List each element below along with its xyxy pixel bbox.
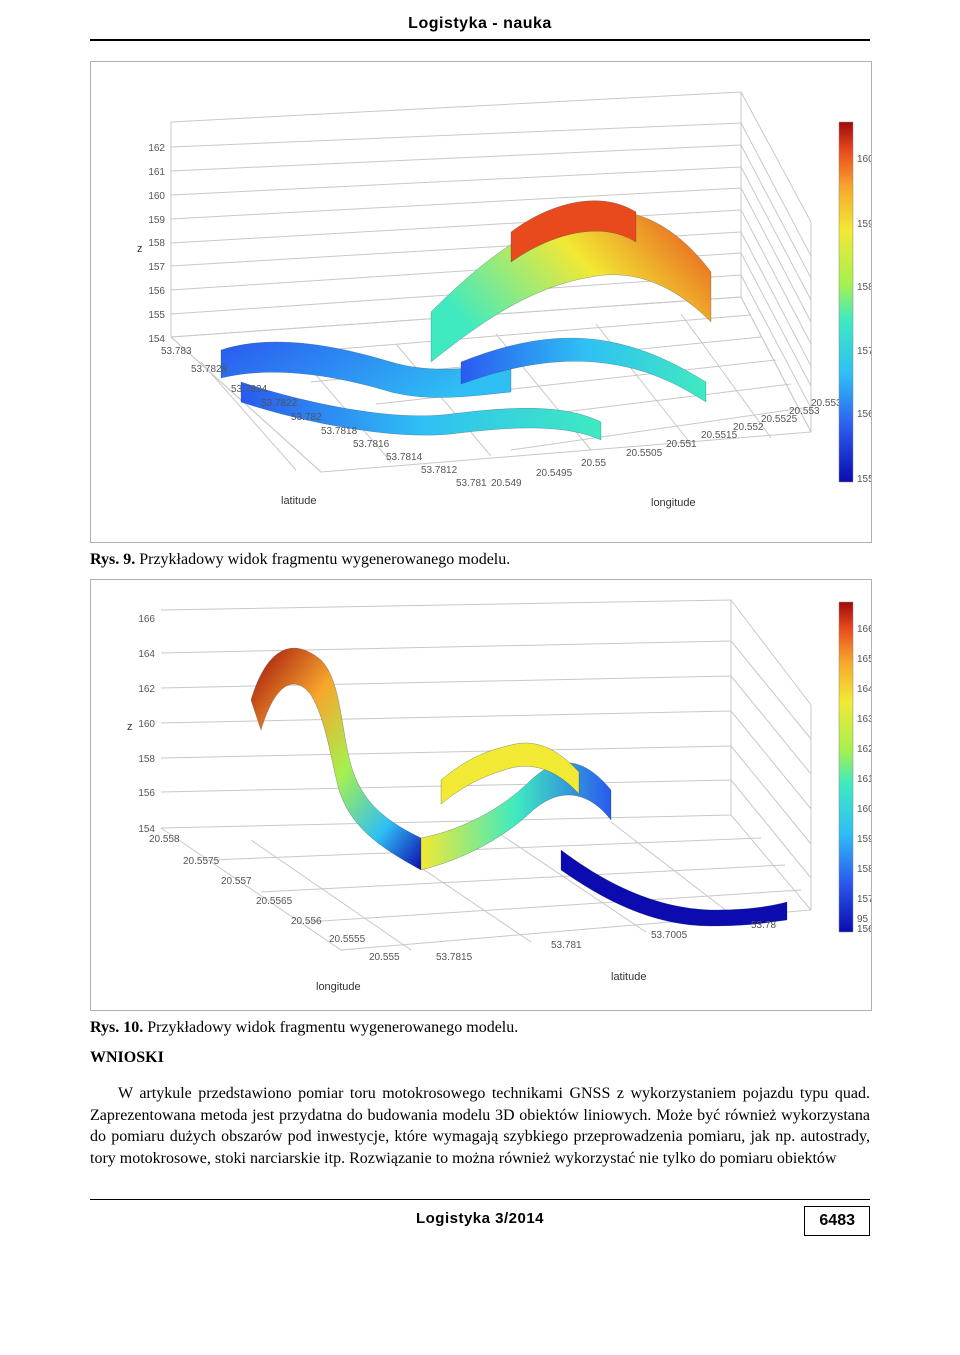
svg-text:53.7818: 53.7818	[321, 426, 358, 437]
svg-text:53.78: 53.78	[751, 920, 776, 931]
svg-text:160: 160	[857, 154, 871, 165]
svg-text:158: 158	[138, 754, 155, 765]
figure-10: 154156 158160 162164 166 z 20.558 20.557…	[90, 579, 872, 1011]
figure-10-label: Rys. 10.	[90, 1019, 143, 1036]
figure-9-label: Rys. 9.	[90, 551, 135, 568]
svg-text:163: 163	[857, 714, 871, 725]
svg-text:20.555: 20.555	[369, 952, 400, 963]
svg-text:156: 156	[857, 409, 871, 420]
svg-text:53.782: 53.782	[291, 412, 322, 423]
svg-text:157: 157	[857, 346, 871, 357]
svg-text:156: 156	[138, 788, 155, 799]
svg-text:53.7824: 53.7824	[231, 384, 268, 395]
figure-9-caption-text: Przykładowy widok fragmentu wygenerowane…	[135, 551, 510, 568]
svg-text:162: 162	[138, 684, 155, 695]
svg-text:53.7812: 53.7812	[421, 465, 458, 476]
svg-text:157: 157	[148, 262, 165, 273]
svg-text:20.558: 20.558	[149, 834, 180, 845]
z-ticks-10: 154156 158160 162164 166	[138, 614, 155, 835]
colorbar-9	[839, 122, 853, 482]
page-header: Logistyka - nauka	[90, 15, 870, 41]
figure-9-svg: 154 155 156 157 158 159 160 161 162 z 53.783…	[91, 62, 871, 542]
svg-text:154: 154	[148, 334, 165, 345]
x-label-10: longitude	[316, 981, 361, 993]
svg-text:161: 161	[148, 167, 165, 178]
svg-text:20.551: 20.551	[666, 439, 697, 450]
page-container: Logistyka - nauka	[0, 0, 960, 1257]
svg-text:20.5495: 20.5495	[536, 468, 573, 479]
svg-text:20.55: 20.55	[581, 458, 606, 469]
svg-text:156: 156	[857, 924, 871, 935]
svg-text:20.557: 20.557	[221, 876, 252, 887]
section-heading: WNIOSKI	[90, 1049, 870, 1067]
colorbar-10-ticks: 156 95 157 158 159 160 161 162 163 164 1…	[857, 624, 871, 935]
svg-text:20.549: 20.549	[491, 478, 522, 489]
z-ticks: 154 155 156 157 158 159 160 161 162	[148, 143, 165, 345]
footer-journal: Logistyka 3/2014	[416, 1210, 544, 1227]
svg-text:53.781: 53.781	[551, 940, 582, 951]
svg-text:159: 159	[148, 215, 165, 226]
figure-10-svg: 154156 158160 162164 166 z 20.558 20.557…	[91, 580, 871, 1010]
figure-9: 154 155 156 157 158 159 160 161 162 z 53.783…	[90, 61, 872, 543]
svg-text:20.5555: 20.5555	[329, 934, 366, 945]
x-label: latitude	[281, 495, 316, 507]
svg-text:155: 155	[857, 474, 871, 485]
svg-text:160: 160	[148, 191, 165, 202]
svg-text:53.7816: 53.7816	[353, 439, 390, 450]
x-ticks-10: 20.558 20.5575 20.557 20.5565 20.556 20.…	[149, 834, 400, 963]
svg-text:53.7814: 53.7814	[386, 452, 423, 463]
svg-text:162: 162	[857, 744, 871, 755]
svg-text:158: 158	[857, 864, 871, 875]
svg-text:20.5505: 20.5505	[626, 448, 663, 459]
figure-10-caption-text: Przykładowy widok fragmentu wygenerowane…	[143, 1019, 518, 1036]
svg-text:159: 159	[857, 834, 871, 845]
svg-text:53.7822: 53.7822	[261, 398, 298, 409]
svg-text:164: 164	[138, 649, 155, 660]
svg-text:95: 95	[857, 914, 869, 925]
page-footer: Logistyka 3/2014 6483	[90, 1199, 870, 1227]
svg-text:53.783: 53.783	[161, 346, 192, 357]
svg-text:20.552: 20.552	[733, 422, 764, 433]
svg-text:158: 158	[857, 282, 871, 293]
svg-text:20.5565: 20.5565	[256, 896, 293, 907]
colorbar-9-ticks: 155 156 157 158 159 160	[857, 154, 871, 485]
svg-text:157: 157	[857, 894, 871, 905]
svg-text:20.556: 20.556	[291, 916, 322, 927]
svg-text:20.5575: 20.5575	[183, 856, 220, 867]
svg-text:166: 166	[138, 614, 155, 625]
svg-text:164: 164	[857, 684, 871, 695]
svg-text:53.781: 53.781	[456, 478, 487, 489]
figure-9-caption: Rys. 9. Przykładowy widok fragmentu wyge…	[90, 551, 870, 569]
svg-text:158: 158	[148, 238, 165, 249]
svg-text:166: 166	[857, 624, 871, 635]
y-label: longitude	[651, 497, 696, 509]
z-label-10: z	[127, 721, 133, 733]
svg-text:160: 160	[857, 804, 871, 815]
svg-text:165: 165	[857, 654, 871, 665]
y-label-10: latitude	[611, 971, 646, 983]
svg-text:53.7815: 53.7815	[436, 952, 473, 963]
y-ticks-10: 53.7815 53.781 53.7005 53.78	[436, 920, 776, 963]
svg-text:53.7005: 53.7005	[651, 930, 688, 941]
svg-text:160: 160	[138, 719, 155, 730]
page-number: 6483	[804, 1206, 870, 1236]
figure-10-caption: Rys. 10. Przykładowy widok fragmentu wyg…	[90, 1019, 870, 1037]
z-label: z	[137, 243, 143, 255]
svg-text:155: 155	[148, 310, 165, 321]
surface-10	[251, 648, 787, 926]
colorbar-10	[839, 602, 853, 932]
svg-text:162: 162	[148, 143, 165, 154]
svg-text:53.7828: 53.7828	[191, 364, 228, 375]
svg-text:159: 159	[857, 219, 871, 230]
svg-text:161: 161	[857, 774, 871, 785]
body-paragraph: W artykule przedstawiono pomiar toru mot…	[90, 1083, 870, 1169]
svg-text:156: 156	[148, 286, 165, 297]
